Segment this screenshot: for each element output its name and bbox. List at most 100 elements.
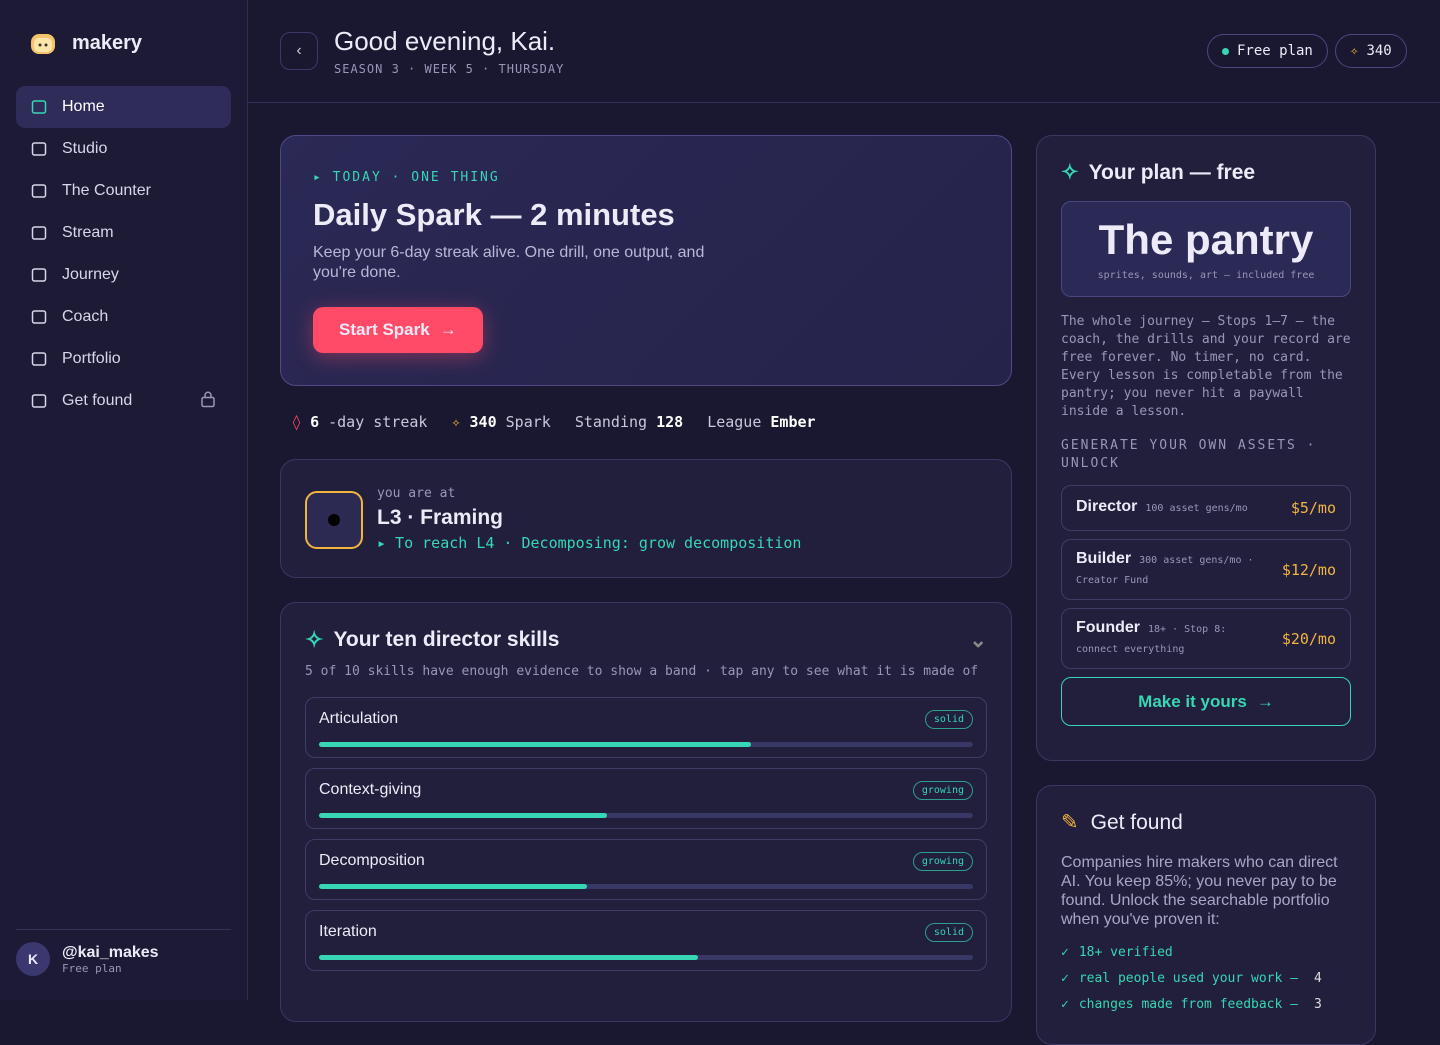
skill-progress <box>319 955 699 960</box>
skill-progress <box>319 813 607 818</box>
back-button[interactable]: ‹ <box>280 32 318 70</box>
collapse-toggle[interactable]: ⌄ <box>969 628 987 652</box>
tier-list: Director 100 asset gens/mo $5/mo Builder 300… <box>1061 485 1351 669</box>
skill-progress <box>319 742 751 747</box>
check-icon: ✓ <box>1061 970 1069 986</box>
check-text: 18+ verified <box>1078 944 1173 960</box>
level-icon <box>305 491 363 549</box>
tier-price: $5/mo <box>1290 499 1336 517</box>
tier-detail: 100 asset gens/mo <box>1145 503 1248 514</box>
lock-icon <box>199 390 217 413</box>
nav-icon <box>31 142 47 156</box>
skill-progress <box>319 884 588 889</box>
level-caption: you are at <box>377 486 456 501</box>
header-meta: SEASON 3 · WEEK 5 · THURSDAY <box>334 62 565 76</box>
plan-card: ✧ Your plan — free The pantry sprites, so… <box>1036 135 1376 761</box>
check-item: ✓ 18+ verified <box>1061 939 1351 965</box>
spark-count: 340 <box>1366 43 1392 59</box>
skill-name: Iteration <box>319 923 377 940</box>
skill-row[interactable]: Articulation solid <box>305 697 987 758</box>
get-found-card: ✎ Get found Companies hire makers who can… <box>1036 785 1376 1045</box>
standing-stat: Standing 128 <box>575 413 683 431</box>
nav-label: The Counter <box>62 182 151 199</box>
avatar: K <box>16 942 50 976</box>
skill-band: solid <box>924 923 973 942</box>
greeting: Good evening, Kai. <box>334 26 556 56</box>
nav-item[interactable]: Stream <box>16 212 231 254</box>
check-count: 4 <box>1313 970 1322 986</box>
tier-price: $12/mo <box>1281 560 1336 579</box>
skill-list: Articulation solid Context-giving growing De… <box>305 697 987 971</box>
check-item: ✓ changes made from feedback — 3 <box>1061 991 1351 1017</box>
skill-row[interactable]: Decomposition growing <box>305 839 987 900</box>
nav-item[interactable]: Journey <box>16 254 231 296</box>
tier[interactable]: Director 100 asset gens/mo $5/mo <box>1061 485 1351 531</box>
app: makery Home Studio The Counter Stream Journe… <box>16 0 1440 1045</box>
standing-label: Standing <box>574 413 648 431</box>
skill-track <box>319 884 973 889</box>
spark-value: 340 <box>469 413 497 431</box>
get-found-body: Companies hire makers who can direct AI.… <box>1061 854 1338 928</box>
skill-name: Context-giving <box>319 781 422 798</box>
nav-item[interactable]: Studio <box>16 128 231 170</box>
header: ‹ Good evening, Kai. SEASON 3 · WEEK 5 ·… <box>248 0 1440 103</box>
tier-name: Builder <box>1076 549 1132 567</box>
skill-row[interactable]: Context-giving growing <box>305 768 987 829</box>
nav-icon <box>31 268 47 282</box>
skill-name: Decomposition <box>319 852 425 869</box>
nav-label: Get found <box>62 392 133 409</box>
plan-title: Your plan — free <box>1088 160 1256 184</box>
level-card[interactable]: you are at L3 · Framing ▸ To reach L4 · … <box>280 459 1012 578</box>
pantry-title: The pantry <box>1098 216 1314 263</box>
make-it-yours-label: Make it yours <box>1138 691 1247 711</box>
tier-info: Director 100 asset gens/mo <box>1076 498 1281 518</box>
pantry-box: The pantry sprites, sounds, art — includ… <box>1061 201 1351 297</box>
brand-name: makery <box>72 31 143 54</box>
skills-card: ✧ Your ten director skills ⌄ 5 of 10 skill… <box>280 602 1012 1022</box>
league-label: League <box>707 413 762 431</box>
nav-item[interactable]: Portfolio <box>16 338 231 380</box>
streak-label: -day streak <box>328 413 428 431</box>
nav: Home Studio The Counter Stream Journey Coach P… <box>16 86 231 422</box>
nav-item[interactable]: Home <box>16 86 231 128</box>
nav-item[interactable]: The Counter <box>16 170 231 212</box>
check-icon: ✓ <box>1061 944 1069 960</box>
tier[interactable]: Founder 18+ · Stop 8: connect everything $… <box>1061 608 1351 669</box>
start-spark-label: Start Spark <box>339 320 430 339</box>
hero-body: Keep your 6-day streak alive. One drill,… <box>313 244 705 281</box>
league-value: Ember <box>770 413 816 431</box>
user[interactable]: K @kai_makes Free plan <box>16 929 231 976</box>
tier-price: $20/mo <box>1281 629 1336 648</box>
nav-item[interactable]: Get found <box>16 380 231 422</box>
streak-value: 6 <box>310 413 320 431</box>
skill-row[interactable]: Iteration solid <box>305 910 987 971</box>
nav-icon <box>31 352 47 366</box>
plan-badge[interactable]: Free plan <box>1207 34 1328 68</box>
nav-item[interactable]: Coach <box>16 296 231 338</box>
check-count: 3 <box>1313 996 1322 1012</box>
nav-label: Coach <box>62 308 109 325</box>
skill-track <box>319 813 973 818</box>
skill-track <box>319 742 973 747</box>
unlock-title: GENERATE YOUR OWN ASSETS · UNLOCK <box>1061 438 1317 471</box>
brand[interactable]: makery <box>28 28 142 58</box>
check-text: changes made from feedback — <box>1078 996 1298 1012</box>
level-title: L3 · Framing <box>377 506 504 529</box>
skill-band: growing <box>912 781 973 800</box>
tier-detail: 18+ · Stop 8: connect everything <box>1076 623 1227 655</box>
start-spark-button[interactable]: Start Spark → <box>313 307 483 353</box>
spark-badge[interactable]: ✧ 340 <box>1335 34 1407 68</box>
page: makery {"brand":"makery", "nav":[{"label… <box>16 0 1440 1045</box>
check-item: ✓ real people used your work — 4 <box>1061 965 1351 991</box>
tier[interactable]: Builder 300 asset gens/mo · Creator Fund $… <box>1061 539 1351 600</box>
nav-label: Studio <box>62 140 108 157</box>
tier-name: Director <box>1076 498 1138 515</box>
hero-card: ▸ TODAY · ONE THING Daily Spark — 2 minu… <box>280 135 1012 386</box>
check-text: real people used your work — <box>1078 970 1298 986</box>
nav-label: Portfolio <box>62 350 121 367</box>
make-it-yours-button[interactable]: Make it yours → <box>1061 677 1351 726</box>
tier-name: Founder <box>1076 618 1140 636</box>
nav-label: Home <box>62 98 105 115</box>
tier-detail: 300 asset gens/mo · Creator Fund <box>1076 554 1254 586</box>
skill-band: solid <box>924 710 973 729</box>
